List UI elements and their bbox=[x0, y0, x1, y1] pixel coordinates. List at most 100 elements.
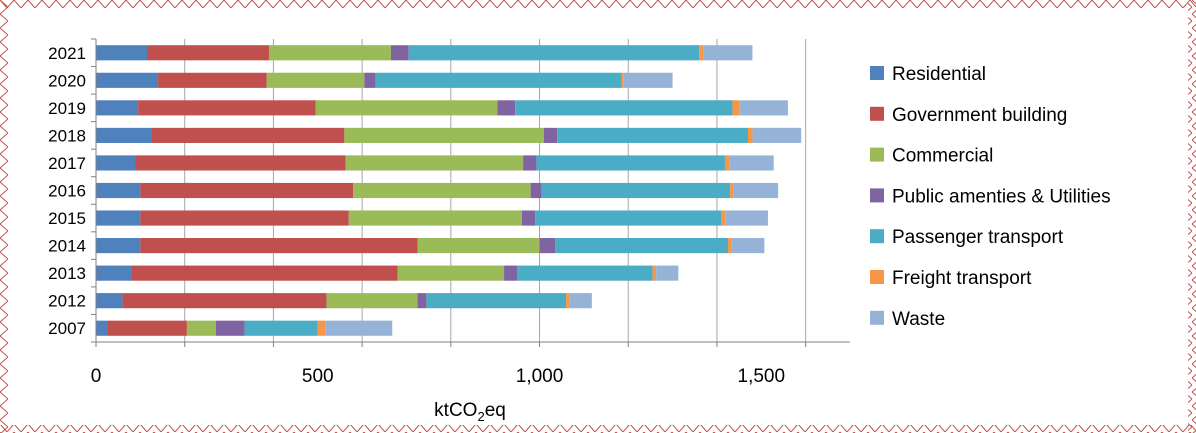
x-axis-title-end: eq bbox=[485, 400, 506, 421]
bar-residential-2017 bbox=[96, 155, 136, 171]
bar-waste-2020 bbox=[623, 72, 673, 88]
bar-passenger-transport-2018 bbox=[557, 127, 748, 143]
legend-label: Residential bbox=[892, 64, 986, 85]
bar-passenger-transport-2007 bbox=[244, 320, 318, 336]
bar-commercial-2012 bbox=[326, 293, 418, 309]
bar-passenger-transport-2017 bbox=[536, 155, 725, 171]
x-tick-label: 1,000 bbox=[516, 366, 564, 387]
bar-passenger-transport-2014 bbox=[555, 238, 729, 254]
bar-residential-2016 bbox=[96, 182, 141, 199]
bar-waste-2015 bbox=[725, 210, 768, 226]
bar-freight-transport-2014 bbox=[728, 238, 732, 254]
border-bottom bbox=[0, 425, 1196, 433]
bar-freight-transport-2015 bbox=[721, 210, 726, 226]
bar-public-amenties-utilities-2017 bbox=[523, 155, 537, 171]
bar-passenger-transport-2019 bbox=[515, 100, 733, 116]
border-left bbox=[0, 0, 8, 433]
bar-passenger-transport-2013 bbox=[517, 265, 653, 281]
bar-commercial-2020 bbox=[266, 72, 365, 88]
bar-freight-transport-2007 bbox=[317, 320, 326, 336]
category-label: 2017 bbox=[48, 154, 86, 173]
legend-swatch bbox=[870, 310, 884, 325]
bar-government-building-2020 bbox=[158, 72, 267, 88]
category-label: 2015 bbox=[48, 209, 86, 228]
x-axis-title-main: ktCO bbox=[434, 400, 477, 421]
axes bbox=[91, 38, 850, 347]
bar-government-building-2015 bbox=[140, 210, 349, 226]
legend-label: Commercial bbox=[892, 146, 993, 167]
bar-residential-2015 bbox=[96, 210, 141, 226]
legend-label: Government building bbox=[892, 105, 1067, 126]
bar-commercial-2016 bbox=[353, 182, 531, 199]
bar-government-building-2013 bbox=[131, 265, 398, 281]
bar-waste-2013 bbox=[656, 265, 679, 281]
bar-passenger-transport-2012 bbox=[426, 293, 567, 309]
bar-residential-2014 bbox=[96, 238, 141, 254]
bar-residential-2012 bbox=[96, 293, 123, 309]
x-tick-label: 1,500 bbox=[738, 366, 786, 387]
border-right bbox=[1188, 0, 1196, 433]
bar-passenger-transport-2020 bbox=[375, 72, 622, 88]
category-label: 2016 bbox=[48, 182, 86, 201]
x-axis-title-sub: 2 bbox=[477, 409, 484, 424]
bar-public-amenties-utilities-2014 bbox=[539, 238, 556, 254]
bar-waste-2016 bbox=[733, 182, 779, 199]
bar-government-building-2016 bbox=[140, 182, 354, 199]
bar-public-amenties-utilities-2015 bbox=[521, 210, 536, 226]
bar-commercial-2021 bbox=[268, 45, 391, 61]
bar-freight-transport-2017 bbox=[724, 155, 730, 171]
bar-waste-2007 bbox=[325, 320, 393, 336]
legend-label: Freight transport bbox=[892, 268, 1032, 289]
bar-passenger-transport-2015 bbox=[535, 210, 722, 226]
bar-freight-transport-2012 bbox=[566, 293, 570, 309]
bar-freight-transport-2021 bbox=[699, 45, 704, 61]
bar-residential-2020 bbox=[96, 72, 159, 88]
legend-label: Waste bbox=[892, 309, 945, 330]
bar-waste-2012 bbox=[569, 293, 592, 309]
legend-label: Passenger transport bbox=[892, 227, 1064, 248]
bar-public-amenties-utilities-2021 bbox=[390, 45, 409, 61]
bar-waste-2018 bbox=[752, 127, 802, 143]
bar-freight-transport-2019 bbox=[732, 100, 740, 116]
legend: Residential Government building Commercial… bbox=[870, 64, 1111, 330]
x-tick-labels: 0 500 1,000 1,500 bbox=[91, 366, 785, 387]
bar-freight-transport-2013 bbox=[652, 265, 657, 281]
bar-freight-transport-2018 bbox=[747, 127, 753, 143]
category-labels: 2021 2020 2019 2018 2017 2016 2015 2014 2013 2012… bbox=[48, 44, 86, 338]
bar-commercial-2013 bbox=[397, 265, 505, 281]
bar-residential-2019 bbox=[96, 100, 139, 116]
bar-waste-2021 bbox=[703, 45, 753, 61]
bar-government-building-2018 bbox=[151, 127, 345, 143]
x-tick-label: 500 bbox=[302, 366, 334, 387]
bar-government-building-2007 bbox=[107, 320, 187, 336]
bar-commercial-2019 bbox=[315, 100, 498, 116]
bar-passenger-transport-2016 bbox=[541, 182, 731, 199]
bar-public-amenties-utilities-2020 bbox=[364, 72, 376, 88]
x-axis-title: ktCO2eq bbox=[434, 400, 506, 424]
bar-public-amenties-utilities-2016 bbox=[530, 182, 542, 199]
bar-passenger-transport-2021 bbox=[408, 45, 700, 61]
bar-residential-2021 bbox=[96, 45, 148, 61]
bar-government-building-2014 bbox=[140, 238, 418, 254]
bar-residential-2007 bbox=[96, 320, 108, 336]
category-label: 2019 bbox=[48, 99, 86, 118]
category-label: 2013 bbox=[48, 264, 86, 283]
legend-swatch bbox=[870, 147, 884, 162]
bar-commercial-2015 bbox=[348, 210, 522, 226]
bar-public-amenties-utilities-2019 bbox=[497, 100, 516, 116]
bar-residential-2013 bbox=[96, 265, 132, 281]
bar-commercial-2014 bbox=[417, 238, 540, 254]
bar-waste-2017 bbox=[729, 155, 774, 171]
bar-public-amenties-utilities-2007 bbox=[215, 320, 245, 336]
bar-government-building-2017 bbox=[135, 155, 346, 171]
legend-swatch bbox=[870, 270, 884, 284]
border-top bbox=[0, 0, 1196, 8]
bar-government-building-2012 bbox=[122, 293, 327, 309]
legend-swatch bbox=[870, 66, 884, 80]
bar-freight-transport-2020 bbox=[621, 72, 624, 88]
category-label: 2007 bbox=[48, 319, 86, 338]
bar-waste-2019 bbox=[739, 100, 788, 116]
legend-swatch bbox=[870, 229, 884, 244]
